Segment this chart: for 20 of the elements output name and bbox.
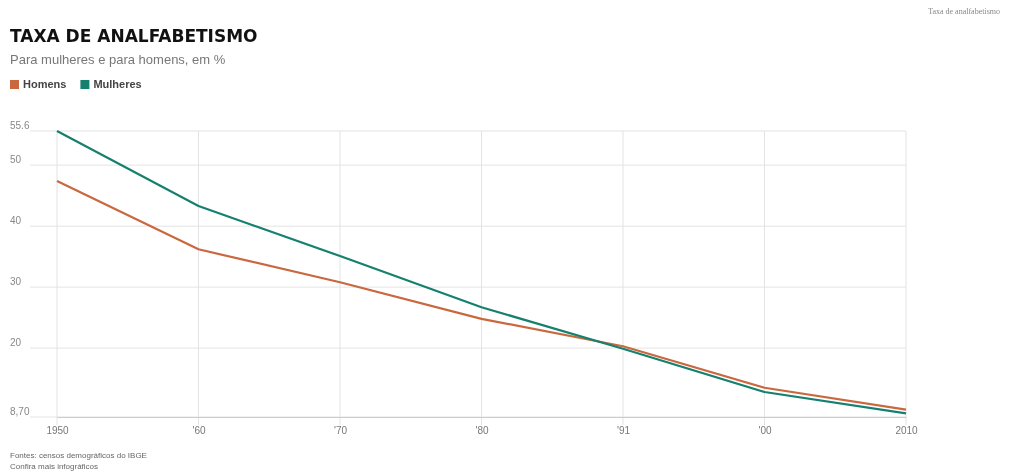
y-tick-label: 20 — [10, 336, 22, 348]
x-tick-label: 1950 — [46, 425, 70, 436]
y-tick-label: 50 — [10, 153, 22, 165]
text: Fontes: censos demográficos do IBGE — [10, 451, 147, 460]
chart-subtitle: Para mulheres e para homens, em % — [10, 52, 226, 67]
y-tick-label: 55.6 — [10, 119, 30, 131]
x-tick-label: '91 — [616, 425, 631, 436]
legend-label: Homens — [23, 78, 67, 90]
x-tick-label: '80 — [475, 425, 489, 436]
text: Confira mais infográficos — [10, 462, 99, 471]
x-tick-label: '00 — [758, 425, 772, 436]
y-tick-label: 30 — [10, 275, 22, 287]
x-tick-label: 2010 — [895, 425, 919, 436]
y-tick-label: 8,70 — [10, 405, 30, 417]
chart-title: TAXA DE ANALFABETISMO — [10, 26, 258, 46]
x-tick-label: '60 — [192, 425, 206, 436]
y-tick-label: 40 — [10, 214, 22, 226]
x-tick-label: '70 — [333, 425, 348, 436]
legend-label: Mulheres — [93, 78, 142, 90]
text: Taxa de analfabetismo — [928, 7, 1000, 16]
